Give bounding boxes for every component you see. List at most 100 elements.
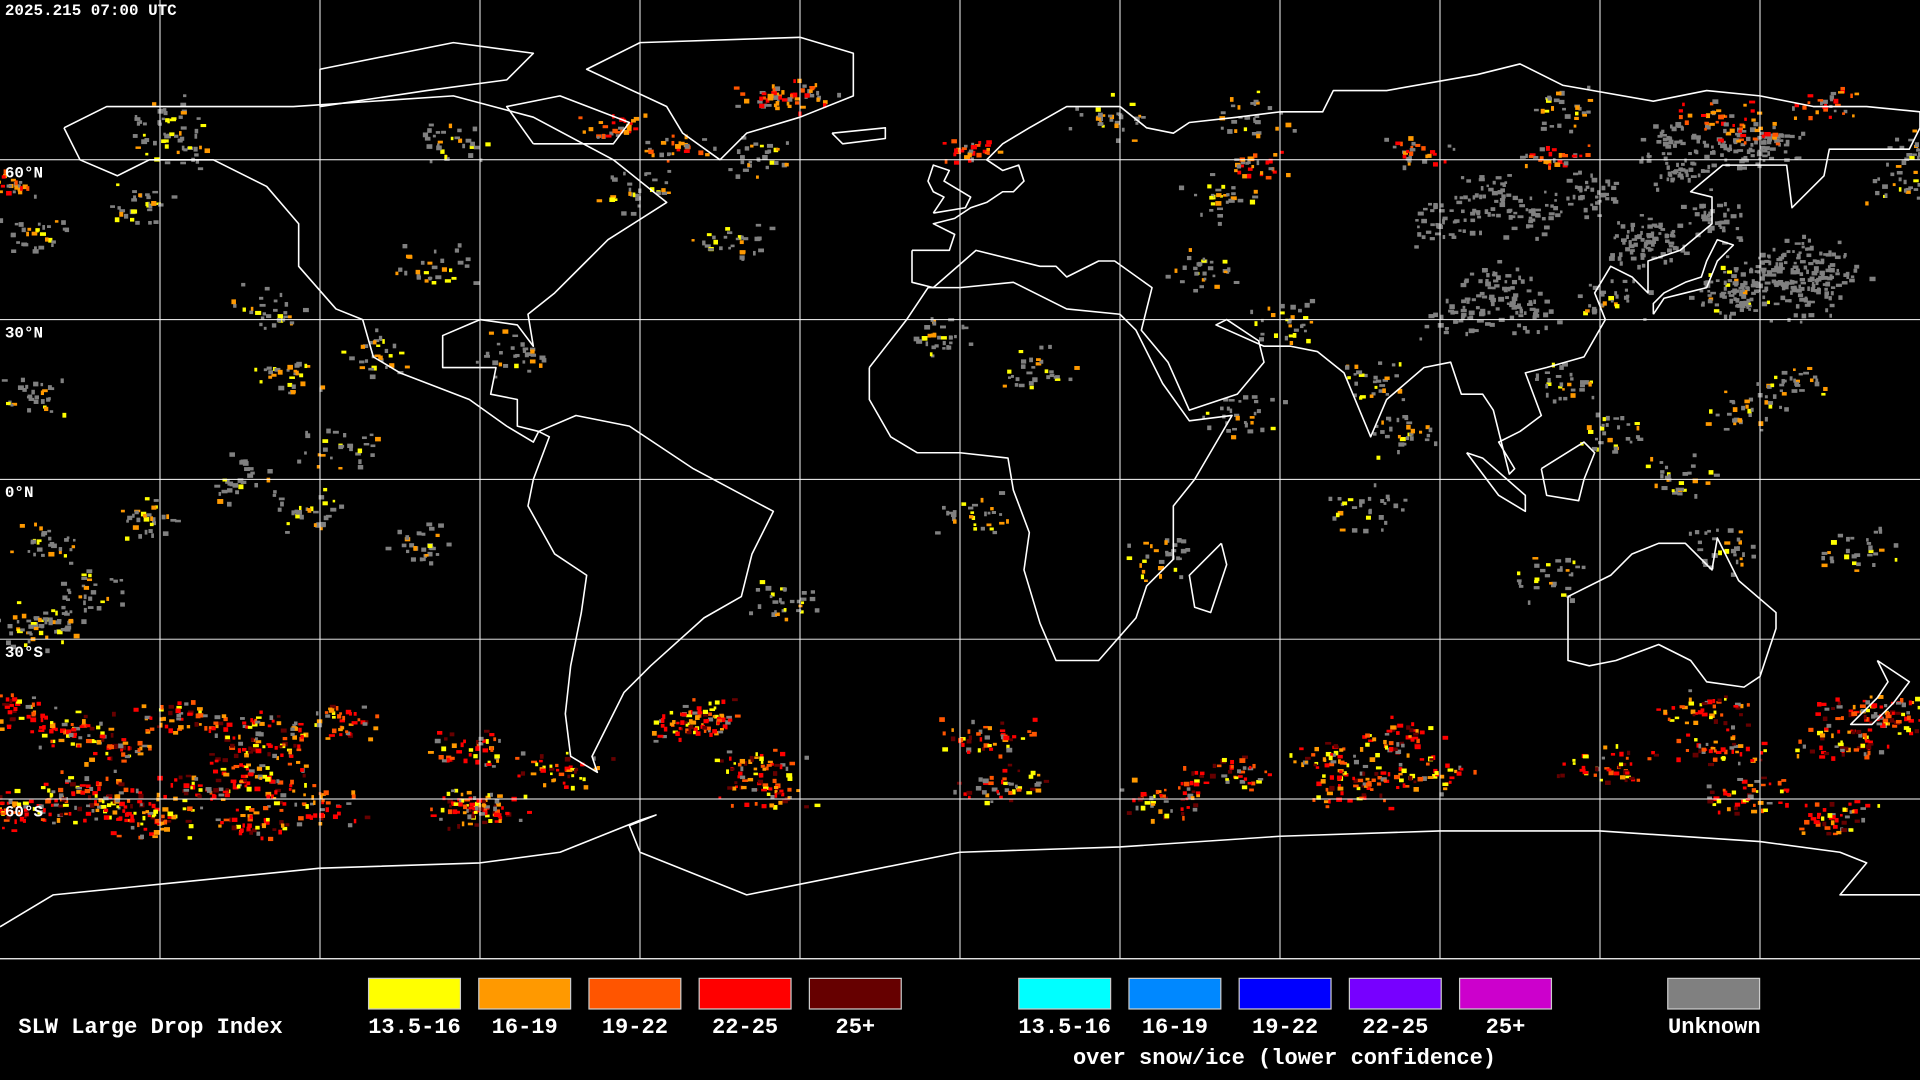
cloud-pixel — [244, 784, 248, 788]
cloud-pixel — [1625, 771, 1630, 775]
cloud-pixel — [1821, 702, 1827, 707]
cloud-pixel — [1153, 794, 1156, 799]
cloud-pixel — [1226, 268, 1230, 274]
cloud-pixel — [989, 775, 994, 780]
cloud-pixel — [789, 761, 796, 766]
cloud-pixel — [55, 610, 58, 616]
cloud-pixel — [1626, 423, 1631, 426]
cloud-pixel — [1846, 747, 1851, 753]
cloud-pixel — [1412, 736, 1419, 740]
cloud-pixel — [1351, 528, 1358, 533]
cloud-pixel — [1376, 782, 1382, 786]
cloud-pixel — [1694, 738, 1698, 742]
cloud-pixel — [726, 231, 733, 235]
cloud-pixel — [1328, 799, 1331, 804]
cloud-pixel — [48, 543, 52, 547]
cloud-pixel — [1665, 239, 1670, 243]
cloud-pixel — [1479, 230, 1483, 236]
cloud-pixel — [1595, 412, 1601, 418]
cloud-pixel — [362, 344, 369, 349]
cloud-pixel — [58, 793, 64, 799]
cloud-pixel — [151, 533, 154, 538]
cloud-pixel — [203, 714, 208, 718]
cloud-pixel — [499, 351, 503, 355]
cloud-pixel — [60, 627, 66, 632]
cloud-pixel — [1742, 288, 1745, 292]
cloud-pixel — [1897, 732, 1902, 735]
cloud-pixel — [292, 723, 296, 729]
cloud-pixel — [468, 153, 474, 158]
cloud-pixel — [1750, 142, 1754, 147]
cloud-pixel — [1587, 98, 1594, 102]
cloud-pixel — [1584, 188, 1587, 192]
cloud-pixel — [1819, 745, 1823, 751]
cloud-pixel — [265, 817, 270, 822]
cloud-pixel — [227, 481, 233, 486]
cloud-pixel — [1556, 162, 1561, 167]
cloud-pixel — [1827, 265, 1831, 269]
cloud-pixel — [990, 507, 994, 511]
cloud-pixel — [660, 723, 665, 728]
cloud-pixel — [1779, 389, 1783, 392]
cloud-pixel — [1600, 303, 1605, 307]
cloud-pixel — [1822, 99, 1828, 104]
cloud-pixel — [483, 810, 488, 816]
cloud-pixel — [930, 354, 935, 358]
cloud-pixel — [510, 346, 515, 350]
cloud-pixel — [558, 772, 565, 777]
cloud-pixel — [1578, 106, 1582, 111]
cloud-pixel — [7, 710, 13, 715]
cloud-pixel — [1832, 832, 1838, 836]
cloud-pixel — [269, 771, 274, 776]
cloud-pixel — [1344, 773, 1349, 777]
cloud-pixel — [267, 836, 274, 842]
cloud-pixel — [1633, 242, 1638, 247]
cloud-pixel — [197, 167, 204, 171]
cloud-pixel — [4, 705, 10, 709]
cloud-pixel — [33, 194, 37, 199]
cloud-pixel — [630, 192, 633, 197]
cloud-pixel — [9, 717, 16, 722]
cloud-pixel — [1216, 193, 1222, 198]
cloud-pixel — [137, 822, 140, 828]
cloud-pixel — [1247, 167, 1253, 171]
cloud-pixel — [1877, 177, 1881, 181]
cloud-pixel — [276, 318, 281, 323]
cloud-pixel — [1696, 139, 1701, 144]
cloud-pixel — [233, 753, 239, 759]
cloud-pixel — [1713, 740, 1718, 744]
cloud-pixel — [164, 134, 170, 139]
cloud-pixel — [1430, 223, 1435, 227]
cloud-pixel — [550, 772, 553, 776]
cloud-pixel — [48, 551, 55, 557]
cloud-pixel — [1020, 359, 1027, 364]
cloud-pixel — [1016, 788, 1022, 792]
cloud-pixel — [1630, 222, 1636, 228]
cloud-pixel — [115, 798, 121, 803]
cloud-pixel — [762, 767, 767, 771]
cloud-pixel — [974, 144, 981, 147]
cloud-pixel — [1007, 369, 1012, 374]
cloud-pixel — [457, 243, 462, 248]
cloud-pixel — [672, 720, 676, 725]
cloud-pixel — [1546, 382, 1552, 386]
cloud-pixel — [50, 721, 54, 725]
cloud-pixel — [93, 751, 98, 756]
cloud-pixel — [162, 807, 169, 812]
cloud-pixel — [1796, 256, 1801, 260]
cloud-pixel — [734, 714, 741, 718]
cloud-pixel — [1182, 791, 1187, 796]
cloud-pixel — [245, 725, 250, 729]
cloud-pixel — [224, 793, 230, 798]
cloud-pixel — [1714, 221, 1719, 226]
cloud-pixel — [1793, 285, 1797, 290]
cloud-pixel — [1647, 224, 1653, 229]
cloud-pixel — [953, 152, 957, 157]
cloud-pixel — [1373, 432, 1377, 436]
cloud-pixel — [174, 778, 178, 782]
cloud-pixel — [1535, 213, 1541, 218]
cloud-pixel — [1877, 695, 1884, 699]
cloud-pixel — [1830, 91, 1837, 96]
cloud-pixel — [1844, 554, 1850, 560]
cloud-pixel — [53, 803, 59, 807]
